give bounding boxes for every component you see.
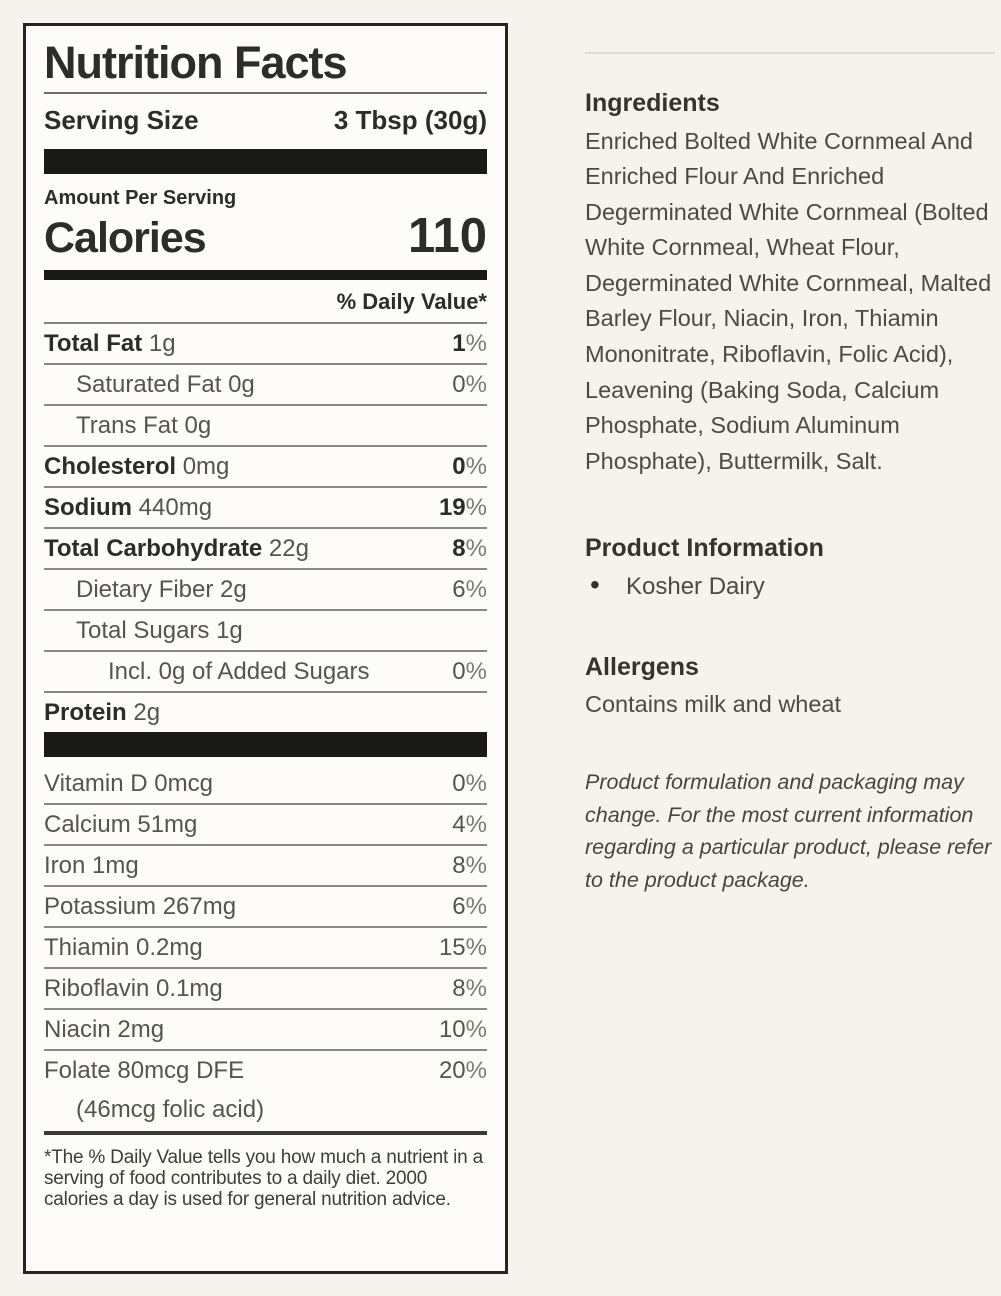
nutrient-name: Total Carbohydrate 22g [44, 534, 309, 562]
vitamin-rows-section: Vitamin D 0mcg 0% Calcium 51mg 4% Iron 1mg 8%… [44, 764, 487, 1129]
nutrient-row: Thiamin 0.2mg 15% [44, 928, 487, 969]
info-column-divider [585, 52, 995, 54]
thick-separator-bar [44, 731, 487, 757]
nutrient-daily-value: 8% [452, 974, 487, 1002]
allergens-title: Allergens [585, 652, 699, 681]
serving-size-label: Serving Size [44, 104, 199, 135]
nutrient-row: Folate 80mcg DFE 20% [44, 1051, 487, 1090]
calories-value: 110 [407, 208, 487, 263]
nutrient-row: Iron 1mg 8% [44, 846, 487, 887]
nutrition-facts-label: Nutrition Facts Serving Size 3 Tbsp (30g… [23, 23, 508, 1274]
nutrient-name: Saturated Fat 0g [76, 370, 255, 398]
nutrient-row: Cholesterol 0mg 0% [44, 447, 487, 488]
product-information-title: Product Information [585, 534, 824, 563]
product-information-list: Kosher Dairy [585, 567, 997, 605]
nutrient-row: (46mcg folic acid) [44, 1090, 487, 1129]
nutrient-name: Calcium 51mg [44, 810, 198, 838]
nutrient-name: Riboflavin 0.1mg [44, 974, 223, 1002]
nutrient-name: Dietary Fiber 2g [76, 575, 247, 603]
nutrient-name: Potassium 267mg [44, 892, 237, 920]
product-info-column: Ingredients Enriched Bolted White Cornme… [585, 52, 997, 896]
nutrient-name: Total Sugars 1g [76, 616, 243, 644]
footnote-separator [44, 1130, 487, 1135]
nutrient-row: Vitamin D 0mcg 0% [44, 764, 487, 805]
nutrient-name: Incl. 0g of Added Sugars [108, 657, 370, 685]
nutrient-name: Iron 1mg [44, 851, 139, 879]
nutrient-daily-value: 15% [438, 933, 487, 961]
amount-per-serving-label: Amount Per Serving [44, 186, 237, 209]
nutrient-daily-value: 20% [438, 1056, 487, 1084]
ingredients-text: Enriched Bolted White Cornmeal And Enric… [585, 127, 992, 474]
nutrient-name: (46mcg folic acid) [76, 1095, 265, 1123]
nutrient-row: Riboflavin 0.1mg 8% [44, 969, 487, 1010]
nutrient-daily-value: 10% [438, 1015, 487, 1043]
nutrient-row: Total Carbohydrate 22g 8% [44, 529, 487, 570]
medium-separator-bar [44, 269, 487, 280]
nutrient-daily-value: 19% [438, 493, 487, 521]
nutrient-daily-value: 0% [452, 769, 487, 797]
nutrient-row: Niacin 2mg 10% [44, 1010, 487, 1051]
nutrient-daily-value: 0% [452, 657, 487, 685]
nutrient-daily-value: 4% [452, 810, 487, 838]
nutrient-name: Trans Fat 0g [76, 411, 212, 439]
nutrient-daily-value: 6% [452, 575, 487, 603]
product-information-item: Kosher Dairy [585, 567, 997, 605]
nutrient-name: Folate 80mcg DFE [44, 1056, 245, 1084]
disclaimer-text: Product formulation and packaging may ch… [585, 770, 992, 892]
allergens-text: Contains milk and wheat [585, 691, 842, 718]
thick-separator-bar [44, 148, 487, 174]
nutrient-row: Sodium 440mg 19% [44, 488, 487, 529]
serving-size-row: Serving Size 3 Tbsp (30g) [44, 94, 487, 149]
daily-value-footnote: *The % Daily Value tells you how much a … [44, 1146, 483, 1210]
nutrient-row: Incl. 0g of Added Sugars 0% [44, 652, 487, 693]
nutrient-row: Total Fat 1g 1% [44, 324, 487, 365]
nutrient-row: Protein 2g [44, 693, 487, 732]
nutrient-daily-value: 0% [452, 452, 487, 480]
nutrient-name: Sodium 440mg [44, 493, 213, 521]
nutrient-name: Total Fat 1g [44, 329, 176, 357]
nutrient-row: Saturated Fat 0g 0% [44, 365, 487, 406]
nutrient-row: Potassium 267mg 6% [44, 887, 487, 928]
nutrient-daily-value: 6% [452, 892, 487, 920]
nutrient-daily-value: 8% [452, 534, 487, 562]
nutrient-row: Trans Fat 0g [44, 406, 487, 447]
ingredients-title: Ingredients [585, 89, 720, 117]
nutrient-row: Total Sugars 1g [44, 611, 487, 652]
nutrition-facts-title: Nutrition Facts [44, 38, 487, 94]
nutrient-name: Cholesterol 0mg [44, 452, 230, 480]
nutrient-name: Niacin 2mg [44, 1015, 165, 1043]
nutrient-row: Dietary Fiber 2g 6% [44, 570, 487, 611]
nutrient-row: Calcium 51mg 4% [44, 805, 487, 846]
calories-label: Calories [44, 213, 207, 262]
nutrient-name: Protein 2g [44, 698, 161, 726]
nutrient-daily-value: 1% [452, 329, 487, 357]
daily-value-header: % Daily Value* [44, 280, 487, 324]
nutrient-name: Vitamin D 0mcg [44, 769, 213, 797]
nutrient-rows-section: Total Fat 1g 1% Saturated Fat 0g 0% Trans Fa… [44, 324, 487, 732]
nutrient-daily-value: 8% [452, 851, 487, 879]
nutrient-name: Thiamin 0.2mg [44, 933, 203, 961]
serving-size-value: 3 Tbsp (30g) [333, 104, 487, 135]
calories-row: Calories 110 [44, 208, 487, 263]
nutrient-daily-value: 0% [452, 370, 487, 398]
